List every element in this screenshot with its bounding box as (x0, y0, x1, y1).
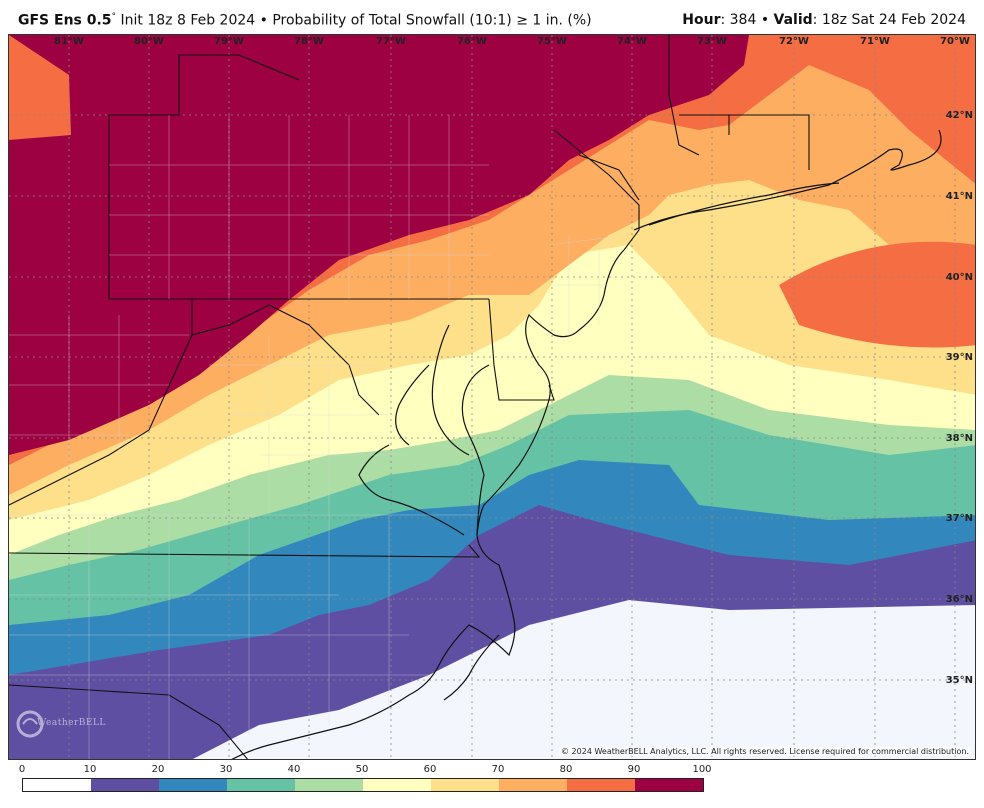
lon-label: 81°W (54, 36, 84, 47)
colorbar-tick: 30 (219, 764, 233, 775)
county-borders (9, 115, 630, 759)
hour-label: Hour (682, 12, 721, 28)
colorbar-tick: 90 (627, 764, 641, 775)
lat-label: 40°N (946, 272, 973, 283)
lat-label: 39°N (946, 352, 973, 363)
colorbar-swatch (91, 779, 159, 791)
logo-text: WeatherBELL (37, 718, 106, 728)
probability-map: 81°W 80°W 79°W 78°W 77°W 76°W 75°W 74°W … (9, 35, 975, 759)
colorbar-tick: 10 (83, 764, 97, 775)
colorbar-swatch (431, 779, 499, 791)
colorbar-tick: 80 (559, 764, 573, 775)
colorbar-tick: 60 (423, 764, 437, 775)
valid-label: Valid (773, 12, 813, 28)
lat-label: 36°N (946, 594, 973, 605)
colorbar-tick: 40 (287, 764, 301, 775)
band-80-90-offshore (779, 241, 975, 348)
lon-label: 80°W (134, 36, 164, 47)
lon-label: 71°W (860, 36, 890, 47)
colorbar-swatch (23, 779, 91, 791)
state-borders (9, 35, 810, 759)
band-80-90-west-patch (9, 35, 71, 140)
graticule-labels: 81°W 80°W 79°W 78°W 77°W 76°W 75°W 74°W … (54, 36, 973, 686)
hour-value: : 384 • (720, 12, 774, 28)
copyright-notice: © 2024 WeatherBELL Analytics, LLC. All r… (559, 747, 971, 756)
map-panel: 81°W 80°W 79°W 78°W 77°W 76°W 75°W 74°W … (8, 34, 976, 760)
lon-label: 75°W (537, 36, 567, 47)
colorbar-swatch (363, 779, 431, 791)
colorbar-swatch (567, 779, 635, 791)
colorbar-swatch (635, 779, 703, 791)
coastline (231, 129, 942, 759)
lat-label: 37°N (946, 513, 973, 524)
lat-label: 35°N (946, 675, 973, 686)
lon-label: 74°W (617, 36, 647, 47)
colorbar-swatches (22, 778, 704, 792)
swirl-icon (16, 710, 44, 738)
valid-time: Hour: 384 • Valid: 18z Sat 24 Feb 2024 (682, 12, 966, 28)
colorbar-swatch (499, 779, 567, 791)
valid-value: : 18z Sat 24 Feb 2024 (812, 12, 966, 28)
colorbar-swatch (227, 779, 295, 791)
colorbar-swatch (159, 779, 227, 791)
lon-label: 73°W (697, 36, 727, 47)
colorbar-legend: 0 10 20 30 40 50 60 70 80 90 100 (18, 764, 712, 798)
weatherbell-logo: WeatherBELL (15, 709, 105, 739)
colorbar-tick: 0 (18, 764, 26, 775)
colorbar-tick: 50 (355, 764, 369, 775)
map-title: GFS Ens 0.5° Init 18z 8 Feb 2024 • Proba… (18, 12, 592, 29)
lon-label: 72°W (779, 36, 809, 47)
lon-label: 70°W (940, 36, 970, 47)
degree-symbol: ° (111, 12, 117, 22)
lon-label: 78°W (294, 36, 324, 47)
lat-label: 42°N (946, 110, 973, 121)
band-90-100 (9, 35, 749, 455)
header: GFS Ens 0.5° Init 18z 8 Feb 2024 • Proba… (0, 0, 984, 34)
init-text: Init 18z 8 Feb 2024 • Probability of Tot… (116, 12, 592, 29)
lon-label: 77°W (376, 36, 406, 47)
lon-label: 76°W (457, 36, 487, 47)
model-name: GFS Ens 0.5 (18, 12, 112, 29)
lat-label: 41°N (946, 191, 973, 202)
colorbar-swatch (295, 779, 363, 791)
colorbar-tick: 20 (151, 764, 165, 775)
colorbar-tick: 100 (692, 764, 712, 775)
lon-label: 79°W (214, 36, 244, 47)
lat-label: 38°N (946, 433, 973, 444)
colorbar-tick: 70 (491, 764, 505, 775)
